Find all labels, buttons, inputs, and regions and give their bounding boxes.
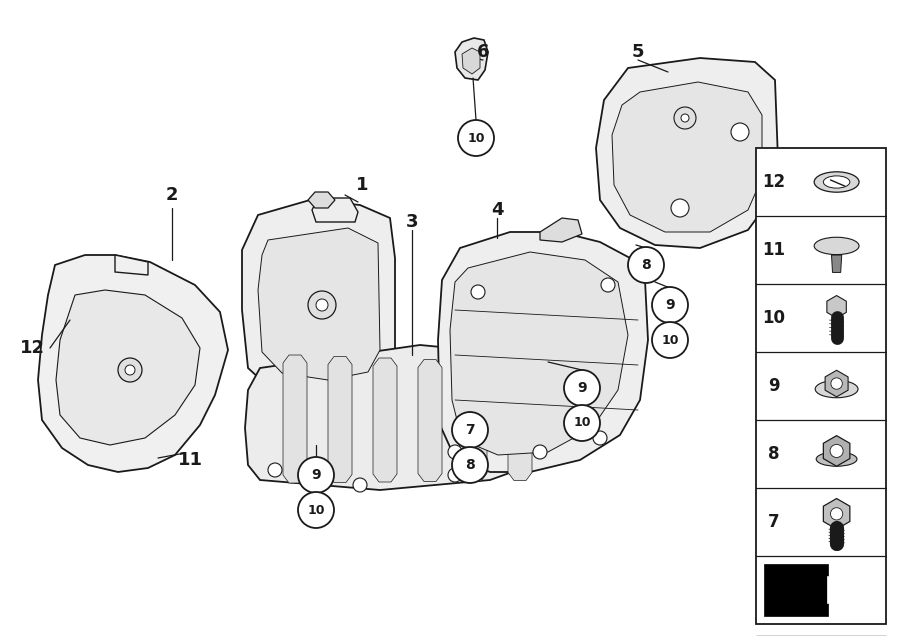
Ellipse shape [824,176,850,188]
Text: 1: 1 [356,176,368,194]
Polygon shape [242,200,395,398]
Text: 10: 10 [573,417,590,429]
Circle shape [471,285,485,299]
Polygon shape [245,345,558,490]
Text: 7: 7 [465,423,475,437]
Ellipse shape [815,380,858,398]
Circle shape [298,457,334,493]
Circle shape [731,123,749,141]
Polygon shape [283,355,307,483]
Polygon shape [462,48,480,74]
Circle shape [452,447,488,483]
Ellipse shape [814,172,859,192]
Polygon shape [455,38,488,80]
Circle shape [564,405,600,441]
Polygon shape [825,370,848,397]
Polygon shape [258,228,380,380]
Circle shape [831,508,842,520]
Polygon shape [832,255,842,272]
Circle shape [308,291,336,319]
Polygon shape [56,290,200,445]
Text: 2: 2 [166,186,178,204]
Text: 10: 10 [662,333,679,347]
Circle shape [674,107,696,129]
Circle shape [118,358,142,382]
Circle shape [671,199,689,217]
Circle shape [652,322,688,358]
Polygon shape [827,576,867,604]
Polygon shape [418,359,442,481]
Circle shape [458,120,494,156]
Text: 8: 8 [769,445,779,463]
Ellipse shape [816,452,857,466]
Text: 6: 6 [477,43,490,61]
Circle shape [681,114,689,122]
Circle shape [452,412,488,448]
Text: 3: 3 [406,213,419,231]
Text: 11: 11 [177,451,202,469]
Polygon shape [463,361,487,481]
Polygon shape [38,255,228,472]
Circle shape [830,445,843,457]
Text: 9: 9 [577,381,587,395]
Polygon shape [764,564,827,616]
Polygon shape [827,296,846,318]
Text: 8: 8 [465,458,475,472]
Circle shape [448,445,462,459]
Circle shape [593,431,607,445]
Text: 12: 12 [762,173,786,191]
Text: 9: 9 [311,468,320,482]
Text: 11: 11 [762,241,786,259]
Text: 9: 9 [769,377,779,395]
Text: 4: 4 [491,201,503,219]
Circle shape [652,287,688,323]
Text: 10: 10 [762,309,786,327]
Polygon shape [308,192,335,208]
Polygon shape [312,198,358,222]
Circle shape [533,445,547,459]
Polygon shape [508,363,532,481]
Text: 12: 12 [20,339,44,357]
Circle shape [831,378,842,389]
Text: 9: 9 [665,298,675,312]
Polygon shape [373,358,397,482]
Circle shape [125,365,135,375]
Circle shape [268,463,282,477]
Circle shape [298,492,334,528]
Circle shape [353,478,367,492]
Circle shape [316,299,328,311]
Polygon shape [596,58,778,248]
Polygon shape [438,232,648,472]
Polygon shape [824,436,850,466]
Polygon shape [328,357,352,483]
Polygon shape [824,499,850,529]
Text: 7: 7 [769,513,779,531]
Polygon shape [612,82,762,232]
Ellipse shape [814,237,859,254]
Polygon shape [115,255,148,275]
Text: 8: 8 [641,258,651,272]
Polygon shape [540,218,582,242]
Text: 10: 10 [467,132,485,144]
Bar [756,148,886,624]
Polygon shape [450,252,628,455]
Text: 5: 5 [632,43,644,61]
Circle shape [601,278,615,292]
Text: 10: 10 [307,504,325,516]
Circle shape [448,468,462,482]
Circle shape [628,247,664,283]
Circle shape [564,370,600,406]
